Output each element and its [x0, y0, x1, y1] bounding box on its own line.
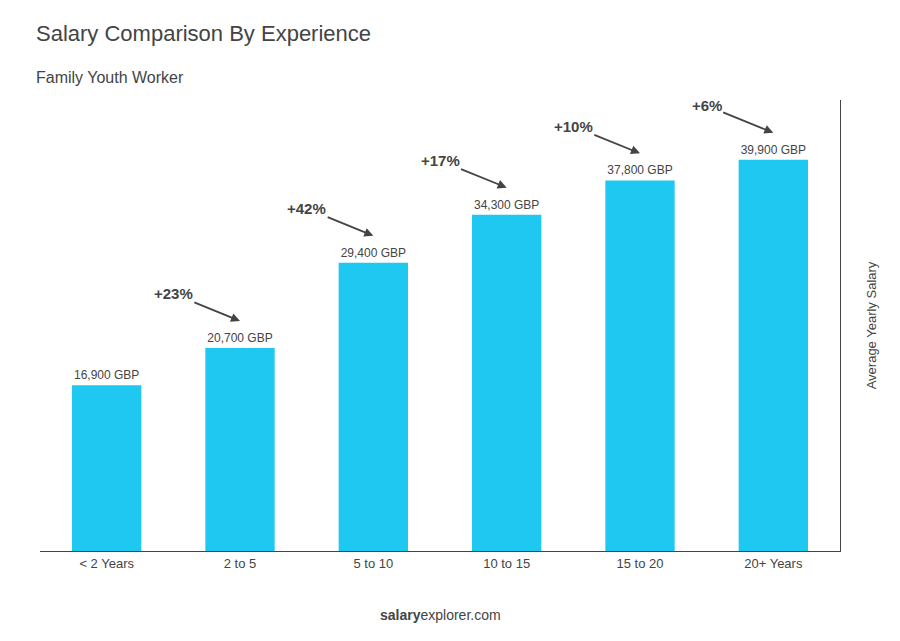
svg-text:+42%: +42% [287, 200, 326, 217]
svg-text:20+ Years: 20+ Years [744, 556, 803, 571]
svg-text:< 2 Years: < 2 Years [79, 556, 134, 571]
svg-text:34,300 GBP: 34,300 GBP [474, 198, 539, 212]
svg-text:Family Youth Worker: Family Youth Worker [36, 69, 184, 86]
svg-text:+17%: +17% [421, 152, 460, 169]
svg-text:15 to 20: 15 to 20 [617, 556, 664, 571]
svg-text:20,700 GBP: 20,700 GBP [207, 331, 272, 345]
svg-text:2 to 5: 2 to 5 [224, 556, 257, 571]
svg-text:Salary Comparison By Experienc: Salary Comparison By Experience [36, 21, 371, 46]
svg-text:+6%: +6% [692, 97, 722, 114]
svg-text:29,400 GBP: 29,400 GBP [341, 246, 406, 260]
svg-text:Average Yearly Salary: Average Yearly Salary [864, 261, 879, 389]
svg-text:39,900 GBP: 39,900 GBP [741, 143, 806, 157]
svg-text:salaryexplorer.com: salaryexplorer.com [380, 607, 501, 623]
svg-text:+23%: +23% [154, 285, 193, 302]
svg-text:5 to 10: 5 to 10 [353, 556, 393, 571]
svg-text:16,900 GBP: 16,900 GBP [74, 368, 139, 382]
svg-text:37,800 GBP: 37,800 GBP [607, 163, 672, 177]
svg-text:10 to 15: 10 to 15 [483, 556, 530, 571]
svg-text:+10%: +10% [554, 118, 593, 135]
